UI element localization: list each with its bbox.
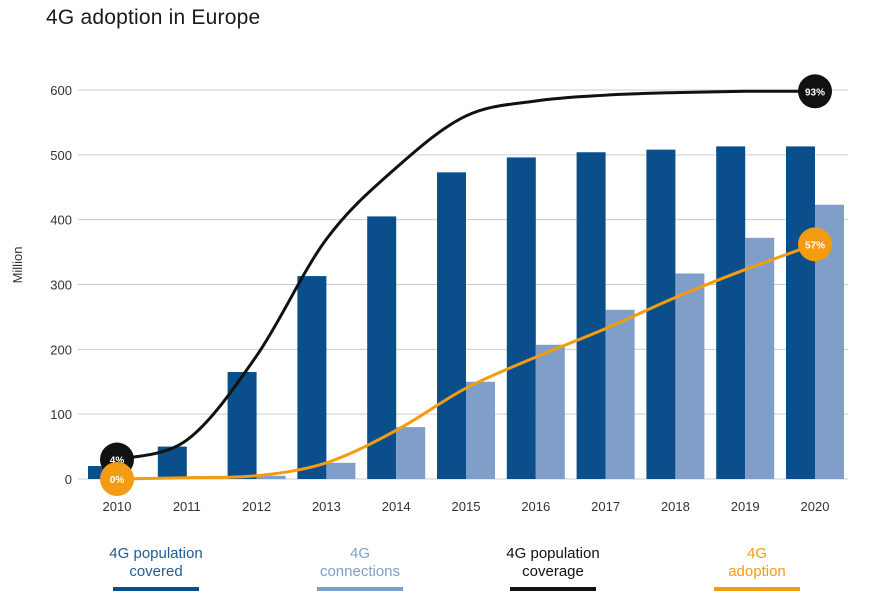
x-tick-label: 2016 [521,499,550,514]
badge-label: 0% [110,475,125,486]
y-tick-label: 600 [50,83,72,98]
legend-swatch [113,587,199,591]
bar [716,146,745,479]
y-tick-label: 300 [50,278,72,293]
legend-swatch [317,587,403,591]
legend-label-line2: adoption [697,563,817,581]
x-tick-label: 2014 [382,499,411,514]
legend-item-population-coverage: 4G population coverage [493,545,613,591]
badge-label: 93% [805,87,825,98]
x-tick-label: 2019 [731,499,760,514]
legend-swatch [510,587,596,591]
bar [326,463,355,479]
bar [745,238,774,479]
legend-label-line1: 4G [300,545,420,563]
x-tick-labels: 2010 2011 2012 2013 2014 2015 2016 2017 2018 2019… [103,499,830,514]
x-tick-label: 2012 [242,499,271,514]
bar [786,146,815,479]
y-tick-label: 0 [65,472,72,487]
y-axis-label: Million [10,247,25,284]
bar [606,310,635,479]
x-tick-label: 2010 [103,499,132,514]
x-tick-label: 2017 [591,499,620,514]
x-tick-label: 2015 [452,499,481,514]
legend-label-line2: coverage [493,563,613,581]
bar [437,172,466,479]
x-tick-label: 2013 [312,499,341,514]
bar [536,345,565,479]
y-tick-labels: 0 100 200 300 400 500 600 [50,83,72,487]
y-tick-label: 200 [50,342,72,357]
legend-label-line1: 4G population [96,545,216,563]
legend-label-line1: 4G [697,545,817,563]
badge-label: 57% [805,240,825,251]
y-tick-label: 500 [50,148,72,163]
legend-swatch [714,587,800,591]
legend-label-line2: covered [96,563,216,581]
bar [466,382,495,479]
legend-label-line2: connections [300,563,420,581]
bar [507,157,536,479]
bar [577,152,606,479]
legend-label-line1: 4G population [493,545,613,563]
bar [297,276,326,479]
y-tick-label: 400 [50,213,72,228]
x-tick-label: 2011 [173,499,201,514]
x-tick-label: 2018 [661,499,690,514]
bar [675,273,704,479]
chart-canvas: 0 100 200 300 400 500 600 Million 2010 2011 2012… [0,0,887,540]
legend-item-population-covered: 4G population covered [96,545,216,591]
x-tick-label: 2020 [801,499,830,514]
bar [396,427,425,479]
legend-item-connections: 4G connections [300,545,420,591]
data-label-badge: 57% [798,227,832,261]
bar [646,150,675,479]
data-label-badge: 0% [100,462,134,496]
legend-item-adoption: 4G adoption [697,545,817,591]
y-tick-label: 100 [50,407,72,422]
data-label-badge: 93% [798,74,832,108]
